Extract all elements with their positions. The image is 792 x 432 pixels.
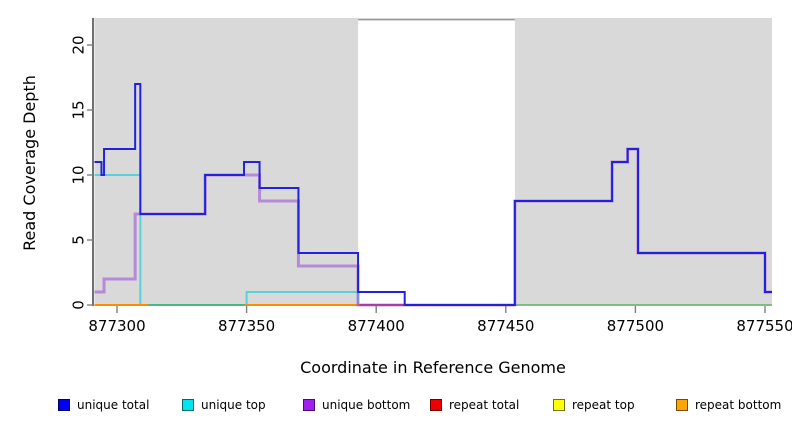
x-axis-tick-label: 877450 [477, 317, 534, 335]
x-axis-tick-label: 877550 [736, 317, 792, 335]
legend-swatch-repeat-top [553, 399, 565, 411]
legend-swatch-repeat-bottom [676, 399, 688, 411]
y-axis-title: Read Coverage Depth [20, 75, 39, 251]
y-axis-tick-label: 20 [70, 35, 88, 54]
shaded-region [94, 18, 359, 306]
legend-label-repeat-total: repeat total [449, 398, 520, 412]
legend-swatch-repeat-total [430, 399, 442, 411]
chart-legend: unique total unique top unique bottom repea… [0, 398, 792, 424]
y-axis-tick-label: 0 [70, 300, 88, 310]
legend-label-unique-total: unique total [77, 398, 150, 412]
legend-swatch-unique-bottom [303, 399, 315, 411]
x-axis-tick-label: 877400 [348, 317, 405, 335]
legend-label-repeat-bottom: repeat bottom [695, 398, 782, 412]
legend-label-unique-bottom: unique bottom [322, 398, 411, 412]
legend-item-repeat-bottom: repeat bottom [676, 398, 781, 412]
shaded-region [514, 18, 772, 306]
legend-item-repeat-top: repeat top [553, 398, 635, 412]
y-axis-tick-label: 10 [70, 165, 88, 184]
legend-label-repeat-top: repeat top [572, 398, 635, 412]
y-axis-tick-label: 15 [70, 100, 88, 119]
legend-item-unique-top: unique top [182, 398, 266, 412]
series-line-unique-total [94, 83, 772, 306]
legend-item-unique-total: unique total [58, 398, 149, 412]
legend-swatch-unique-top [182, 399, 194, 411]
x-axis-title: Coordinate in Reference Genome [300, 358, 566, 377]
x-axis-tick-label: 877500 [607, 317, 664, 335]
x-axis-tick-label: 877300 [88, 317, 145, 335]
legend-swatch-unique-total [58, 399, 70, 411]
legend-label-unique-top: unique top [201, 398, 266, 412]
y-axis-tick-label: 5 [70, 235, 88, 245]
legend-item-repeat-total: repeat total [430, 398, 519, 412]
legend-item-unique-bottom: unique bottom [303, 398, 410, 412]
x-axis-tick-label: 877350 [218, 317, 275, 335]
